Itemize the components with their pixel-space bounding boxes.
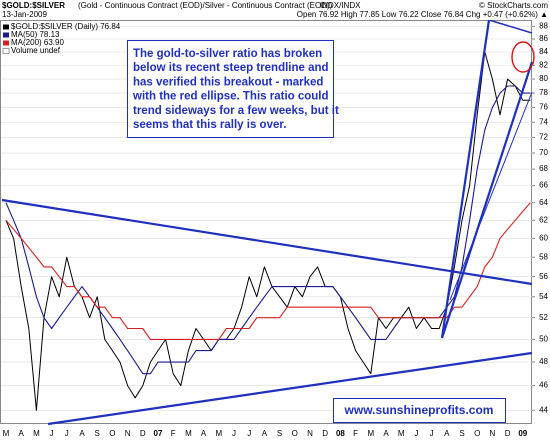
x-tick-label: A <box>262 429 268 438</box>
annotation-line: seems that this rally is over. <box>133 119 286 131</box>
trendlines <box>1 19 534 426</box>
y-tick-label: 86 <box>539 34 548 43</box>
watermark-box <box>333 398 506 423</box>
y-tick-label: 68 <box>539 164 548 173</box>
x-tick-label: A <box>19 429 25 438</box>
channel-line <box>440 19 491 339</box>
annotation-line: has verified this breakout - marked <box>133 76 323 88</box>
exchange: INDX/INDX <box>320 1 361 10</box>
y-tick-label: 70 <box>539 148 548 157</box>
x-tick-label: O <box>292 429 298 438</box>
y-tick-label: 46 <box>539 381 548 390</box>
y-tick-label: 62 <box>539 215 548 224</box>
y-tick-label: 82 <box>539 60 548 69</box>
y-tick-label: 44 <box>539 405 548 414</box>
y-tick-label: 72 <box>539 133 548 142</box>
x-tick-label: J <box>232 429 236 438</box>
x-tick-label: D <box>322 429 328 438</box>
legend-label: MA(50) 78.13 <box>11 30 60 39</box>
lower-trendline <box>47 351 533 426</box>
legend-label: MA(200) 63.90 <box>11 38 64 47</box>
y-tick-label: 50 <box>539 335 548 344</box>
y-tick-label: 74 <box>539 117 548 126</box>
subtitle: (Gold - Continuous Contract (EOD)/Silver… <box>78 1 333 10</box>
x-tick-label: 08 <box>336 429 345 438</box>
y-tick-label: 64 <box>539 198 548 207</box>
annotation-line: below its recent steep trendline and <box>133 62 329 74</box>
moving-average-line <box>5 202 531 340</box>
legend-label: $GOLD:$SILVER (Daily) 76.84 <box>11 22 121 31</box>
watermark: www.sunshineprofits.com <box>344 403 494 417</box>
y-tick-label: 60 <box>539 234 548 243</box>
x-tick-label: J <box>414 429 418 438</box>
y-tick-label: 54 <box>539 292 548 301</box>
x-tick-label: N <box>490 429 496 438</box>
y-tick-label: 48 <box>539 357 548 366</box>
x-tick-label: A <box>383 429 389 438</box>
legend-swatch <box>3 40 9 46</box>
legend-label: Volume undef <box>11 46 61 55</box>
y-tick-label: 66 <box>539 181 548 190</box>
x-tick-label: J <box>65 429 69 438</box>
trendline-thin <box>449 91 533 301</box>
annotation: The gold-to-silver ratio has broken below… <box>132 48 339 131</box>
annotation-line: trend sideways for a few weeks, but it <box>133 105 339 117</box>
x-tick-label: F <box>353 429 358 438</box>
x-tick-label: N <box>307 429 313 438</box>
annotation-line: The gold-to-silver ratio has broken <box>133 48 322 60</box>
x-tick-label: S <box>459 429 464 438</box>
legend-swatch <box>3 32 9 38</box>
x-tick-label: O <box>474 429 480 438</box>
x-tick-label: M <box>367 429 374 438</box>
x-tick-label: A <box>444 429 450 438</box>
date: 13-Jan-2009 <box>2 10 47 19</box>
x-tick-label: M <box>3 429 10 438</box>
x-tick-label: 07 <box>154 429 163 438</box>
x-tick-label: A <box>201 429 207 438</box>
y-tick-label: 56 <box>539 272 548 281</box>
x-tick-label: M <box>33 429 40 438</box>
annotation-line: with the red ellipse. This ratio could <box>132 91 329 103</box>
channel-line <box>488 19 533 34</box>
y-tick-label: 84 <box>539 47 548 56</box>
source: © StockCharts.com <box>479 1 548 10</box>
x-tick-label: M <box>185 429 192 438</box>
x-tick-label: S <box>277 429 282 438</box>
x-tick-label: M <box>215 429 222 438</box>
breakout-ellipse <box>511 41 535 73</box>
y-tick-label: 58 <box>539 252 548 261</box>
x-tick-label: D <box>140 429 146 438</box>
symbol: $GOLD:$SILVER <box>2 1 65 10</box>
x-tick-label: 09 <box>518 429 527 438</box>
x-tick-label: A <box>79 429 85 438</box>
legend-swatch <box>3 24 9 30</box>
upper-trendline <box>1 198 533 286</box>
x-tick-label: D <box>505 429 511 438</box>
header <box>0 0 550 20</box>
y-tick-label: 52 <box>539 313 548 322</box>
x-tick-label: N <box>125 429 131 438</box>
plot-frame <box>0 20 532 424</box>
y-tick-label: 80 <box>539 74 548 83</box>
series-group <box>5 51 531 411</box>
x-tick-label: O <box>109 429 115 438</box>
y-tick-label: 78 <box>539 88 548 97</box>
x-tick-label: F <box>171 429 176 438</box>
y-tick-label: 88 <box>539 21 548 30</box>
x-tick-label: J <box>247 429 251 438</box>
x-tick-label: S <box>95 429 100 438</box>
annotation-box <box>127 40 334 138</box>
x-tick-label: J <box>50 429 54 438</box>
x-tick-label: M <box>398 429 405 438</box>
x-tick-label: J <box>430 429 434 438</box>
legend-swatch <box>2 48 10 54</box>
channel-line <box>440 61 534 339</box>
y-tick-label: 76 <box>539 103 548 112</box>
quote: Open 76.92 High 77.85 Low 76.22 Close 76… <box>297 10 548 19</box>
